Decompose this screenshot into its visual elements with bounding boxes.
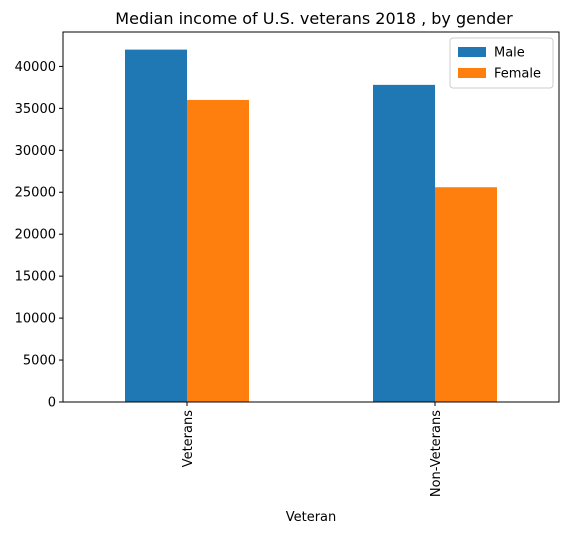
bar-female-non-veterans	[435, 187, 497, 402]
y-tick-label: 20000	[15, 228, 56, 243]
y-tick-label: 25000	[15, 186, 56, 201]
x-axis: Veterans Non-Veterans	[181, 402, 444, 497]
y-tick-label: 40000	[15, 60, 56, 75]
legend-swatch-female	[458, 68, 486, 78]
y-tick-label: 35000	[15, 102, 56, 117]
chart-title: Median income of U.S. veterans 2018 , by…	[115, 9, 513, 28]
legend: Male Female	[449, 37, 554, 89]
y-tick-label: 15000	[15, 270, 56, 285]
bar-female-veterans	[187, 99, 249, 403]
plot-frame	[62, 31, 560, 403]
x-axis-label: Veteran	[286, 510, 337, 525]
y-tick-label: 30000	[15, 144, 56, 159]
y-tick-label: 10000	[15, 312, 56, 327]
x-tick-label: Non-Veterans	[429, 410, 444, 497]
x-tick-label: Veterans	[181, 410, 196, 468]
legend-swatch-male	[458, 47, 486, 57]
bar-male-veterans	[125, 49, 187, 402]
y-tick-label: 0	[48, 396, 56, 411]
legend-label-female: Female	[494, 67, 541, 82]
legend-label-male: Male	[494, 46, 525, 61]
y-tick-label: 5000	[23, 354, 56, 369]
y-axis: 0 5000 10000 15000 20000 25000 30000 35000 40000	[15, 60, 63, 411]
bar-male-non-veterans	[373, 84, 435, 402]
bars	[125, 49, 497, 403]
